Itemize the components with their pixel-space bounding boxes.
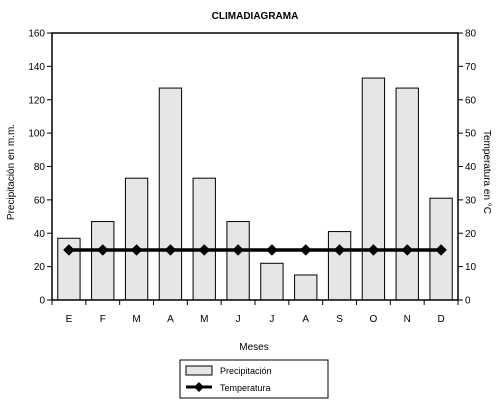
- y-right-tick-label: 20: [465, 229, 477, 240]
- y-right-tick-label: 10: [465, 262, 477, 273]
- temperature-marker: [333, 244, 346, 256]
- x-tick-label: E: [66, 314, 73, 325]
- precipitation-bar: [294, 274, 318, 301]
- temperature-marker: [63, 244, 75, 256]
- temperature-marker: [401, 244, 414, 256]
- temperature-marker: [130, 244, 143, 256]
- x-tick-label: F: [100, 314, 106, 325]
- temperature-marker: [164, 244, 177, 256]
- x-tick-label: J: [236, 314, 241, 325]
- precipitation-bar: [395, 87, 419, 301]
- y-left-tick-label: 120: [28, 95, 45, 106]
- temperature-marker: [266, 244, 278, 256]
- ticks-layer: 0 20 40 60 80 100 120 140 160 0 10 20 30 40 50 60 70 80 E F…: [28, 29, 476, 326]
- temperature-marker: [435, 244, 447, 256]
- precipitation-bar: [192, 177, 216, 301]
- x-tick-label: M: [132, 314, 140, 325]
- legend: Precipitación Temperatura: [179, 359, 329, 399]
- y-right-tick-label: 30: [465, 195, 477, 206]
- legend-temperature-label: Temperatura: [220, 383, 271, 393]
- temperature-marker: [232, 244, 244, 256]
- bars-layer: [57, 77, 453, 301]
- y-axis-left-label: Precipitación en m.m.: [6, 124, 17, 220]
- y-right-tick-label: 50: [465, 129, 477, 140]
- x-axis-label: Meses: [239, 342, 268, 353]
- temperature-line-layer: [63, 244, 447, 256]
- precipitation-bar: [124, 177, 149, 301]
- x-tick-label: D: [437, 314, 444, 325]
- y-left-tick-label: 40: [34, 229, 46, 240]
- x-tick-label: J: [269, 314, 274, 325]
- precipitation-bar: [91, 221, 115, 301]
- y-axis-right-label: Temperatura en °C: [481, 130, 492, 214]
- y-left-tick-label: 20: [34, 262, 46, 273]
- temperature-marker: [299, 244, 312, 256]
- y-left-tick-label: 140: [28, 62, 45, 73]
- y-right-tick-label: 0: [465, 296, 471, 307]
- precipitation-bar: [260, 262, 284, 301]
- temperature-marker: [367, 244, 380, 256]
- temperature-marker: [198, 244, 211, 256]
- y-right-tick-label: 70: [465, 62, 477, 73]
- chart-title: CLIMADIAGRAMA: [212, 11, 299, 22]
- y-right-tick-label: 40: [465, 162, 477, 173]
- y-left-tick-label: 60: [34, 195, 46, 206]
- x-tick-label: M: [200, 314, 208, 325]
- y-left-tick-label: 0: [39, 296, 45, 307]
- x-tick-label: O: [370, 314, 378, 325]
- y-left-tick-label: 80: [34, 162, 46, 173]
- y-left-tick-label: 160: [28, 29, 45, 40]
- precipitation-bar: [361, 77, 386, 301]
- x-tick-label: A: [167, 314, 174, 325]
- legend-precipitation-swatch: [185, 365, 213, 376]
- x-tick-label: S: [336, 314, 343, 325]
- precipitation-bar: [327, 231, 352, 301]
- y-right-tick-label: 80: [465, 29, 477, 40]
- legend-precipitation-label: Precipitación: [220, 366, 272, 376]
- legend-temperature-marker: [194, 382, 204, 392]
- temperature-marker: [96, 244, 109, 256]
- y-right-tick-label: 60: [465, 95, 477, 106]
- y-left-tick-label: 100: [28, 129, 45, 140]
- precipitation-bar: [226, 221, 250, 301]
- precipitation-bar: [158, 87, 183, 301]
- x-tick-label: A: [302, 314, 309, 325]
- x-tick-label: N: [404, 314, 411, 325]
